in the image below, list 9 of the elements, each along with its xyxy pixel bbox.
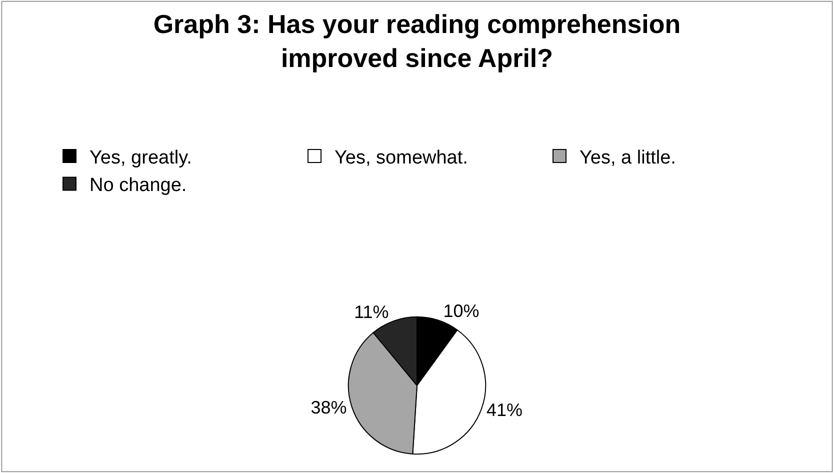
legend-label: No change. [90,175,187,196]
chart-title: Graph 3: Has your reading comprehension improved since April? [153,9,681,73]
legend-label: Yes, greatly. [90,147,192,168]
data-label: 11% [354,302,389,322]
legend-label: Yes, a little. [580,147,676,168]
data-label: 10% [443,301,480,322]
data-label: 38% [310,398,347,418]
data-label: 41% [486,400,523,420]
legend-label: Yes, somewhat. [334,147,468,168]
